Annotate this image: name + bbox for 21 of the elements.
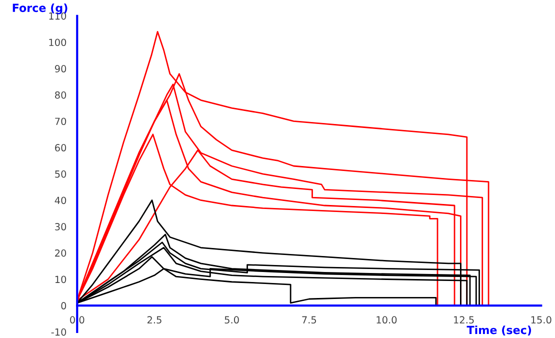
y-tick-label: 80 [55, 91, 66, 99]
y-tick-label: 70 [55, 118, 66, 126]
x-tick-label: 15.0 [531, 316, 552, 324]
x-tick-label: 7.5 [302, 316, 316, 324]
y-tick-label: 20 [55, 249, 66, 257]
x-tick-label: 10.0 [376, 316, 397, 324]
y-tick-label: 110 [49, 12, 66, 20]
x-tick-label: 2.5 [147, 316, 162, 324]
y-tick-label: 90 [54, 65, 66, 72]
y-tick-label: 0 [61, 302, 66, 310]
x-tick-label: 5.0 [224, 316, 239, 324]
y-axis-title: Force (g) [12, 3, 68, 14]
y-tick-label: 50 [55, 170, 66, 178]
x-tick-label: 12.5 [454, 316, 474, 324]
x-axis-title: Time (sec) [466, 326, 532, 336]
y-tick-label: 10 [55, 276, 66, 284]
y-tick-label: 60 [55, 144, 66, 152]
y-tick-label: -10 [51, 328, 66, 336]
y-tick-label: 30 [55, 223, 66, 230]
y-tick-label: 40 [54, 196, 66, 204]
y-tick-label: 100 [49, 38, 66, 46]
